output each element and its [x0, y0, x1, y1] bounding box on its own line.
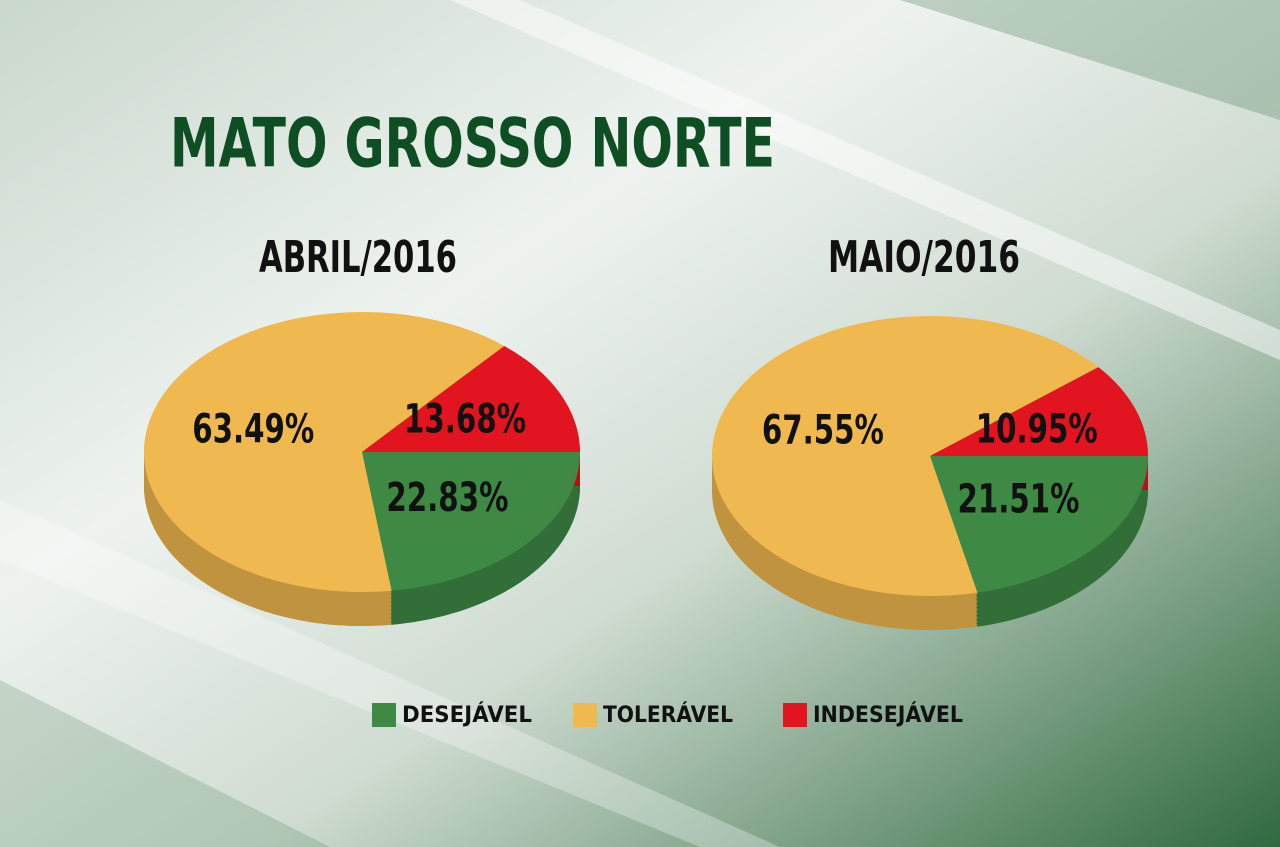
main-title: MATO GROSSO NORTE — [170, 105, 775, 184]
legend-swatch — [783, 703, 807, 727]
value-label: 21.51% — [957, 477, 1079, 523]
pie-slice — [362, 452, 580, 591]
value-label: 13.68% — [404, 397, 526, 443]
pie-chart: ABRIL/2016 22.83% 63.49% 13.68% — [144, 232, 580, 626]
legend-swatch — [573, 703, 597, 727]
value-label: 67.55% — [762, 407, 884, 453]
value-label: 63.49% — [192, 406, 314, 452]
pie-slice — [711, 315, 1099, 596]
chart-title: ABRIL/2016 — [259, 232, 457, 283]
pie-slice — [144, 311, 505, 592]
legend-label: TOLERÁVEL — [603, 702, 733, 728]
charts: ABRIL/2016 22.83% 63.49% 13.68% MAIO/2016 21.… — [144, 232, 1148, 630]
pie-chart: MAIO/2016 21.51% 67.55% 10.95% — [711, 232, 1148, 630]
legend-swatch — [372, 703, 396, 727]
legend-label: INDESEJÁVEL — [813, 702, 963, 728]
pie-slice — [362, 345, 580, 452]
pie-slice — [930, 367, 1148, 456]
value-label: 10.95% — [976, 406, 1098, 452]
pie-slice — [930, 456, 1148, 593]
chart-title: MAIO/2016 — [828, 232, 1020, 283]
legend-label: DESEJÁVEL — [402, 702, 532, 728]
value-label: 22.83% — [386, 475, 508, 521]
legend: DESEJÁVEL TOLERÁVEL INDESEJÁVEL — [372, 702, 963, 728]
